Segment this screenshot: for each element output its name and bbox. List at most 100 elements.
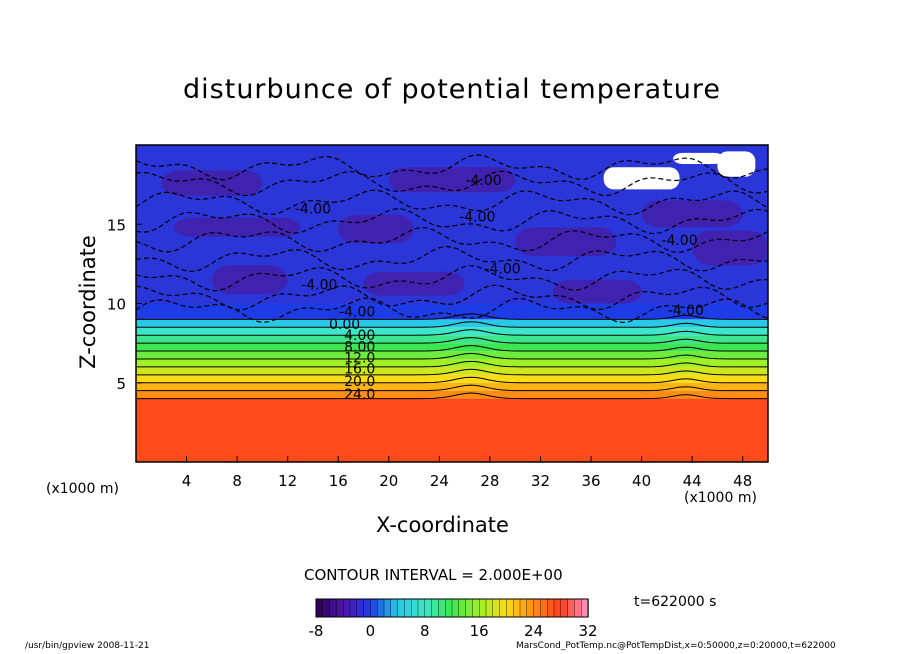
colorbar-frame [315,598,589,618]
x-tick-label-7: 32 [531,472,550,490]
colorbar-cell-18 [438,598,446,618]
colorbar-cell-35 [553,598,562,618]
colorbar-tick-label-5: 32 [578,622,597,640]
contour-band-5 [136,358,768,367]
contour-line-3 [136,368,768,376]
dashed-contour-3 [135,245,769,273]
contour-band-0 [136,398,768,462]
contour-label-11: 12.0 [344,350,375,366]
colorbar-cell-25 [485,598,494,618]
colorbar-cell-34 [547,598,555,618]
dark-patch-8 [161,170,263,196]
contour-line-1 [136,384,768,392]
contour-line-9 [136,321,768,328]
colorbar-cell-13 [404,598,412,618]
contour-band-8 [136,335,768,344]
colorbar-cell-32 [533,598,542,618]
contour-label-7: -4.00 [668,303,704,319]
contour-band-6 [136,351,768,359]
colorbar-cell-16 [424,598,433,618]
colorbar-cell-17 [431,598,440,618]
colorbar-cell-8 [370,598,378,618]
contour-label-1: -4.00 [465,173,501,189]
contour-line-0 [136,392,768,400]
colorbar-cell-15 [417,598,426,618]
contour-label-14: 24.0 [344,387,375,403]
colorbar-tick-label-4: 24 [524,622,543,640]
x-axis-label: X-coordinate [376,513,509,537]
missing-patch-0 [673,152,724,165]
colorbar-tick-label-1: 0 [366,622,376,640]
dark-patch-3 [363,271,465,296]
contour-label-5: -4.00 [301,277,337,293]
contour-label-9: 4.00 [344,328,375,344]
x-unit-label-right: (x1000 m) [684,490,757,506]
y-tick-label-1: 10 [107,296,126,314]
y-tick-label-2: 15 [107,216,126,234]
contour-band-4 [136,366,768,375]
contour-line-6 [136,345,768,352]
missing-patch-1 [603,167,680,190]
colorbar-cell-31 [526,598,535,618]
dark-patch-5 [692,230,768,266]
colorbar-cell-23 [472,598,480,618]
colorbar-cell-36 [560,598,569,618]
colorbar-cell-38 [574,598,582,618]
x-tick-label-2: 12 [278,472,297,490]
colorbar-cell-21 [458,598,467,618]
contour-label-10: 8.00 [344,339,375,355]
colorbar-cell-4 [343,598,351,618]
colorbar-cell-12 [397,598,406,618]
colorbar-cell-29 [513,598,521,618]
contour-label-8: 0.00 [329,317,360,333]
contour-label-4: -4.00 [484,262,520,278]
colorbar-cell-9 [377,598,385,618]
contour-label-2: -4.00 [459,209,495,225]
x-tick-label-3: 16 [329,472,348,490]
colorbar-cell-6 [356,598,365,618]
dashed-contour-1 [135,284,769,311]
x-tick-label-9: 40 [632,472,651,490]
colorbar-cell-10 [383,598,392,618]
x-tick-label-6: 28 [480,472,499,490]
x-tick-label-8: 36 [581,472,600,490]
chart-title: disturbunce of potential temperature [183,74,721,105]
contour-label-12: 16.0 [344,361,375,377]
colorbar-cell-33 [540,598,548,618]
contour-band-9 [136,327,768,336]
x-tick-label-1: 8 [232,472,242,490]
contour-band-3 [136,374,768,383]
colorbar-cell-5 [349,598,358,618]
missing-patch-2 [717,151,756,177]
contour-label-0: -4.00 [295,201,331,217]
colorbar-tick-label-3: 16 [470,622,489,640]
x-tick-label-4: 20 [379,472,398,490]
dashed-contour-4 [135,226,769,253]
contour-band-7 [136,343,768,352]
contour-line-4 [136,360,768,368]
colorbar-cell-27 [499,598,508,618]
x-tick-label-10: 44 [683,472,702,490]
footer-right-text: MarsCond_PotTemp.nc@PotTempDist,x=0:5000… [516,641,836,651]
colorbar-cell-19 [445,598,453,618]
dark-patch-7 [641,200,743,228]
contour-line-5 [136,352,768,360]
colorbar-cell-24 [479,598,487,618]
x-tick-label-11: 48 [733,472,752,490]
x-unit-label-left: (x1000 m) [46,481,119,497]
contour-label-13: 20.0 [344,374,375,390]
y-tick-label-0: 5 [116,375,126,393]
contour-line-7 [136,337,768,344]
dashed-contour-8 [135,154,769,181]
dark-patch-6 [553,279,642,304]
dashed-contour-2 [135,265,769,292]
contour-band-1 [136,390,768,399]
x-tick-label-5: 24 [430,472,449,490]
colorbar-cell-14 [411,598,419,618]
dark-patch-2 [211,265,288,294]
colorbar-cell-3 [336,598,344,618]
colorbar-cell-11 [390,598,399,618]
colorbar-cell-26 [492,598,501,618]
colorbar-cell-39 [581,598,589,618]
contour-interval-label: CONTOUR INTERVAL = 2.000E+00 [304,566,563,584]
